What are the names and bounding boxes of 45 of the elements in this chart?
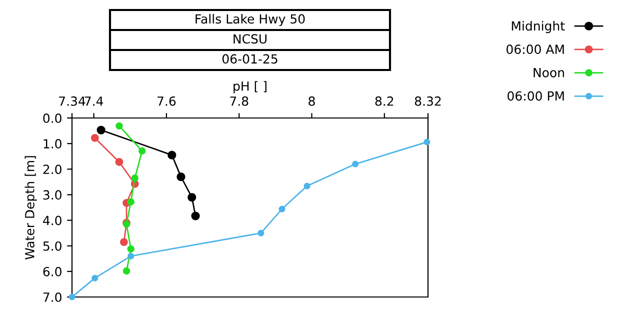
point [120,238,128,246]
point [138,147,146,155]
y-tick-label: 3.0 [43,190,62,200]
point [127,245,134,253]
y-tick-label: 4.0 [43,216,62,226]
point [424,138,430,146]
point [352,160,359,168]
point [92,274,98,282]
point [115,158,124,166]
point [116,122,123,130]
x-tick-label: 7.8 [230,96,248,106]
point [278,206,286,212]
chart-subtitle: NCSU [234,34,266,44]
text: 06-01-25 [222,54,278,64]
point [127,198,134,206]
point [258,230,264,236]
point [131,174,138,182]
y-axis-title: Water Depth [m] [24,156,37,260]
point [90,134,99,142]
y-tick-label: 6.0 [43,266,62,276]
y-tick-label: 5.0 [43,241,62,251]
x-tick-label: 7.34 [59,96,86,106]
legend-label: 06:00 AM [506,44,564,54]
point [176,172,186,182]
x-tick-label: 8.2 [375,96,394,106]
x-tick-label: 7.6 [158,96,176,106]
point [188,192,196,202]
point [128,252,134,260]
y-tick-label: 1.0 [44,139,62,148]
point [168,150,176,160]
point [191,212,200,220]
x-tick-label: 8.32 [414,96,441,106]
y-tick-label: 0.0 [43,113,62,123]
chart-title: Falls Lake Hwy 50 [196,14,305,26]
legend-label: Midnight [512,20,565,34]
point [304,182,310,190]
y-tick-label: 7.0 [43,292,62,302]
x-axis-title: pH [ ] [234,81,266,94]
x-tick-label: 7.4 [84,96,104,106]
legend-label: 06:00 PM [508,91,564,101]
x-tick-label: 8 [308,96,315,106]
point [122,267,130,275]
legend-label: Noon [534,68,564,78]
y-tick-label: 2.0 [43,164,62,174]
point [96,126,106,134]
